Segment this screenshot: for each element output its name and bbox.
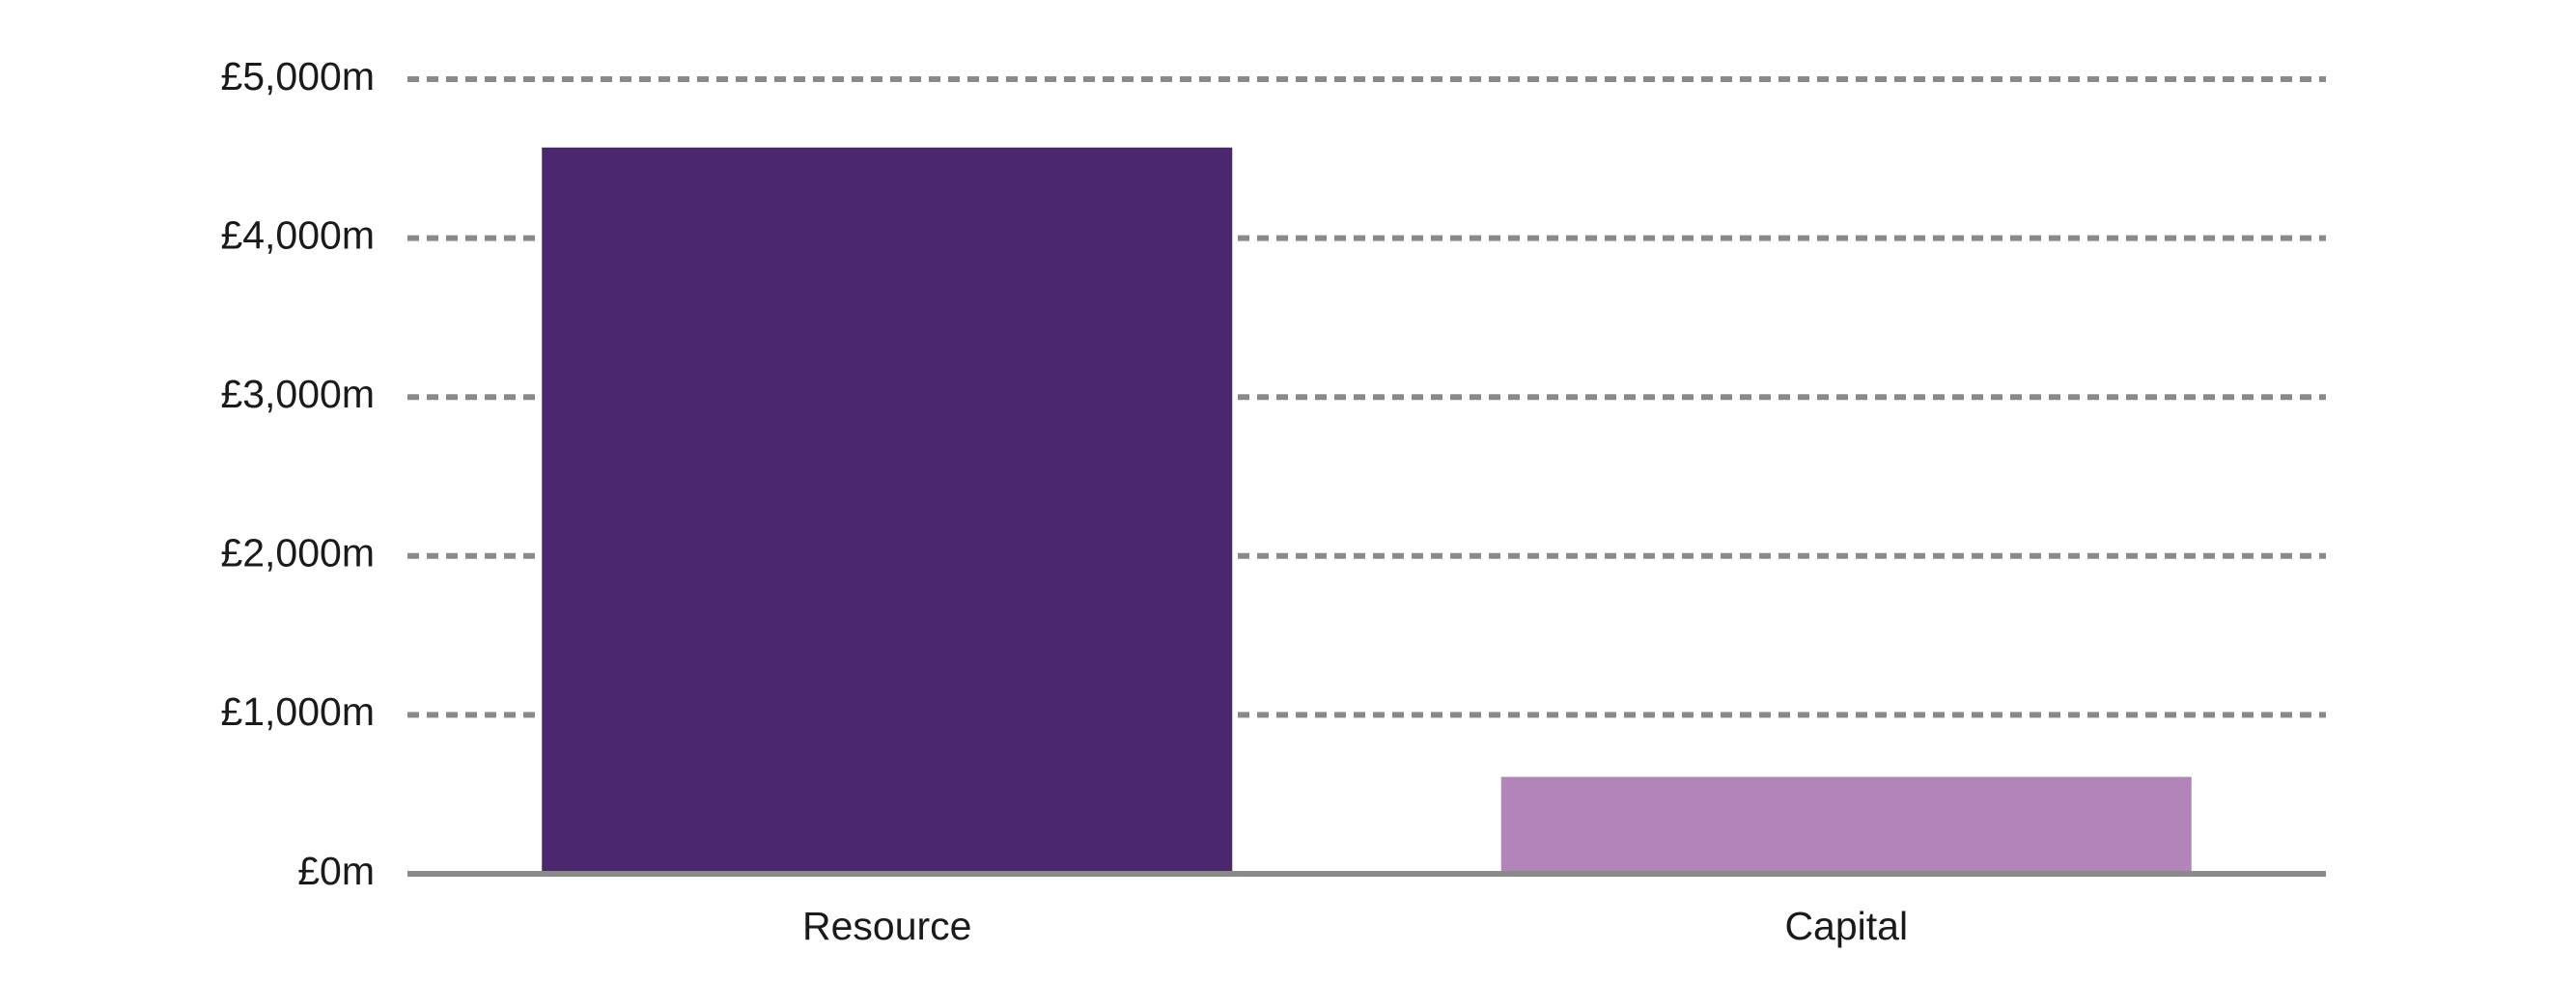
y-tick-label: £2,000m (220, 531, 375, 575)
bar (542, 147, 1233, 874)
bar (1500, 776, 2192, 874)
y-tick-label: £1,000m (220, 689, 375, 734)
y-tick-label: £5,000m (220, 54, 375, 98)
y-tick-label: £3,000m (220, 372, 375, 416)
x-tick-label: Resource (802, 904, 971, 948)
y-tick-label: £0m (297, 849, 375, 893)
y-tick-label: £4,000m (220, 212, 375, 257)
x-tick-label: Capital (1784, 904, 1908, 948)
